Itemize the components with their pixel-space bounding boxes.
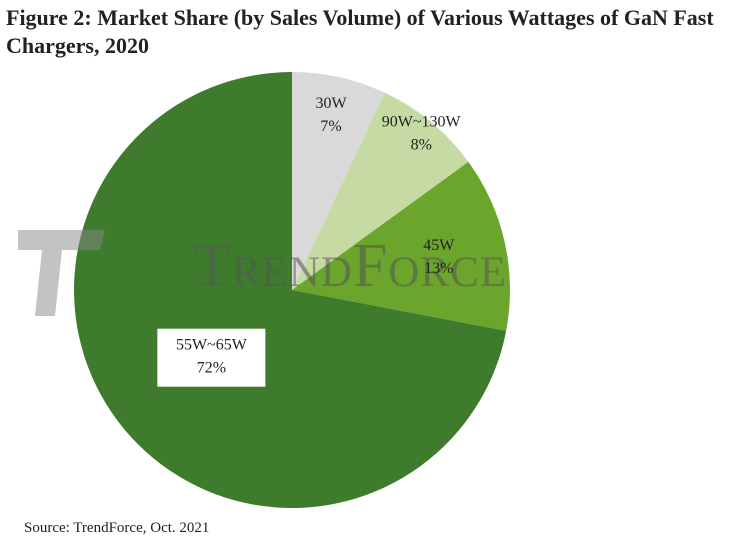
source-note: Source: TrendForce, Oct. 2021	[24, 520, 210, 536]
slice-label: 90W~130W	[382, 113, 462, 130]
value-label: 8%	[411, 136, 432, 153]
value-label: 7%	[320, 118, 341, 135]
pie-slice	[73, 72, 507, 508]
slice-label: 55W~65W	[176, 336, 248, 353]
pie-slice	[292, 92, 469, 290]
value-label: 13%	[424, 260, 453, 277]
value-label: 72%	[197, 359, 226, 376]
watermark: TrendForce	[193, 232, 507, 300]
watermark-logo	[18, 230, 105, 316]
chart-title: Figure 2: Market Share (by Sales Volume)…	[6, 5, 714, 58]
pie-slice	[292, 72, 385, 290]
pie-slice	[292, 161, 510, 331]
slice-label: 30W	[315, 95, 347, 112]
slice-label: 45W	[423, 237, 455, 254]
label-box	[157, 328, 266, 387]
